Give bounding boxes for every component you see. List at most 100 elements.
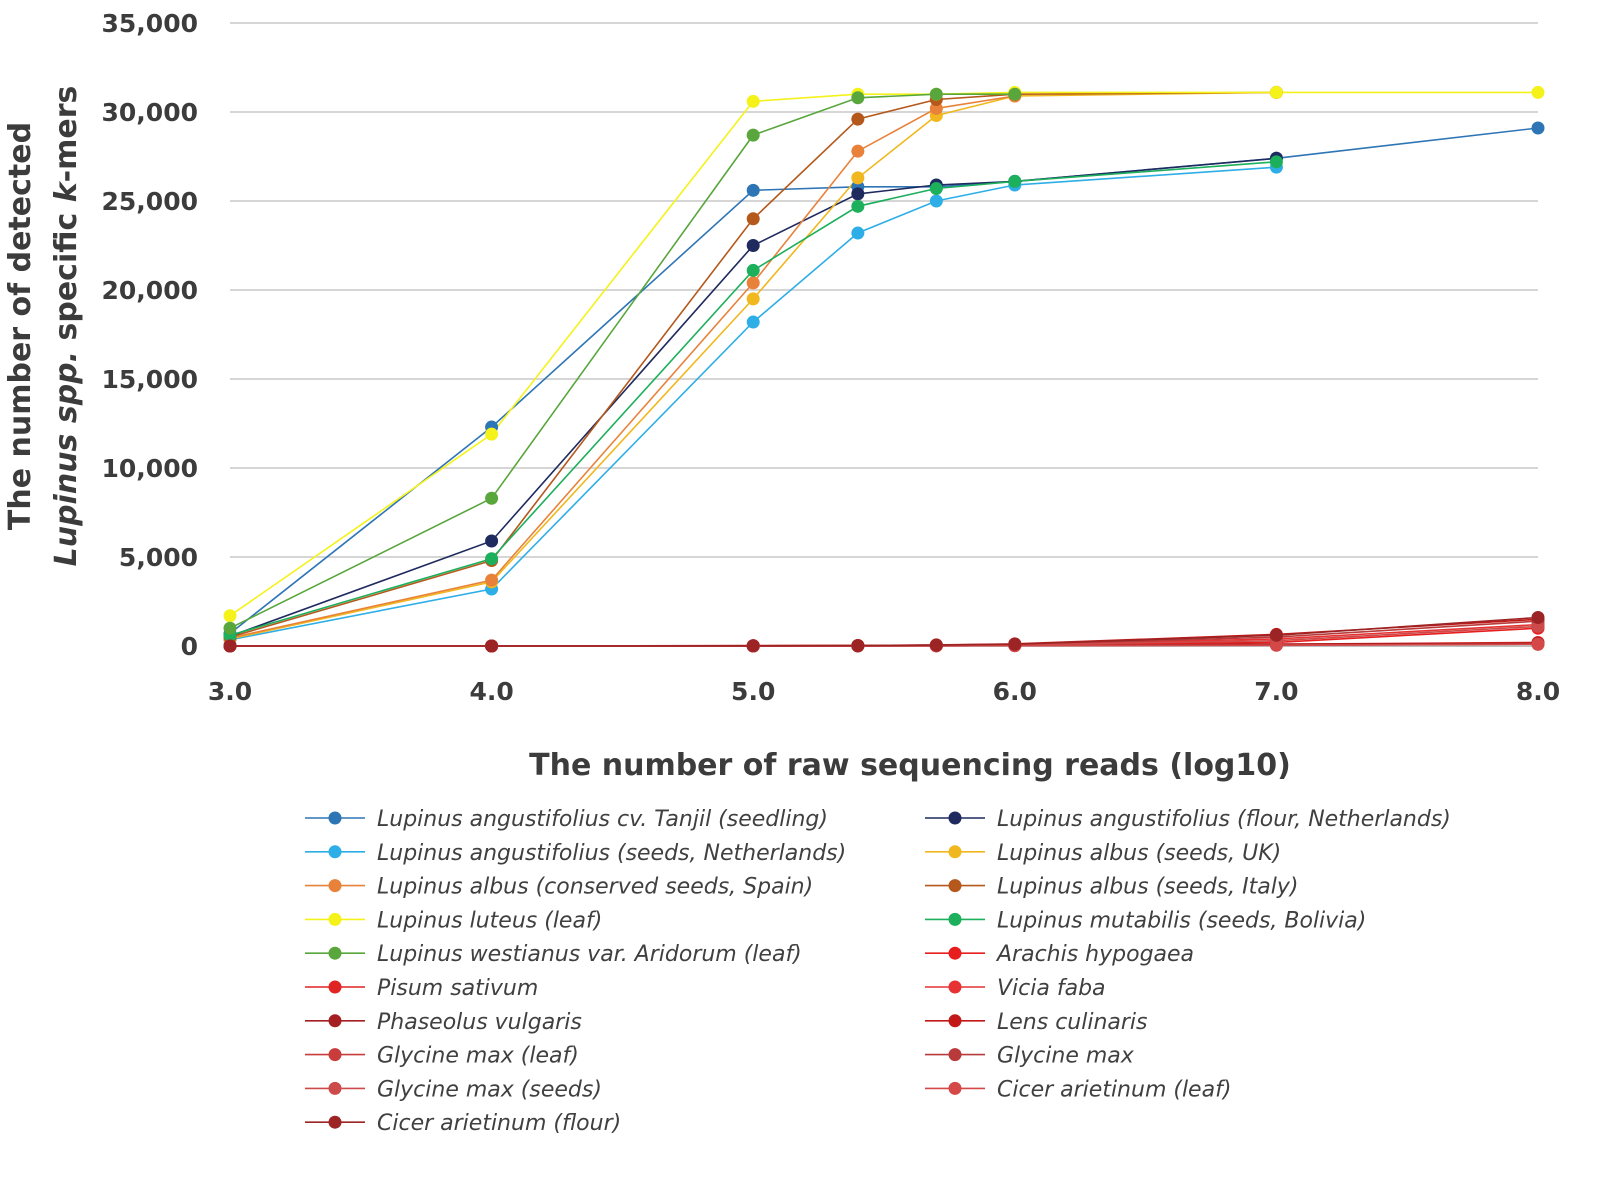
- legend-label: Lupinus angustifolius (seeds, Netherland…: [377, 841, 846, 866]
- series-line: [230, 620, 1539, 647]
- legend-item: Lupinus angustifolius (seeds, Netherland…: [305, 841, 846, 866]
- legend-marker: [948, 1048, 962, 1062]
- legend-label: Lupinus albus (conserved seeds, Spain): [377, 875, 813, 900]
- legend-label: Lupinus luteus (leaf): [377, 908, 602, 933]
- y-tick-label: 10,000: [102, 454, 198, 483]
- data-point: [746, 315, 760, 329]
- legend-item: Phaseolus vulgaris: [305, 1010, 582, 1035]
- data-point: [929, 194, 943, 208]
- data-point: [851, 91, 865, 105]
- legend-marker: [948, 811, 962, 825]
- data-point: [746, 94, 760, 108]
- legend-item: Pisum sativum: [305, 976, 538, 1001]
- data-point: [1531, 619, 1545, 633]
- legend-item: Lupinus albus (conserved seeds, Spain): [305, 875, 813, 900]
- data-point: [929, 182, 943, 196]
- legend-label: Lupinus angustifolius cv. Tanjil (seedli…: [377, 807, 828, 832]
- legend: Lupinus angustifolius cv. Tanjil (seedli…: [305, 807, 1451, 1136]
- series-lines: [229, 91, 1539, 647]
- legend-marker: [948, 980, 962, 994]
- data-point: [1531, 121, 1545, 135]
- legend-marker: [948, 946, 962, 960]
- data-point: [1008, 174, 1022, 188]
- y-axis-label-end: -mers: [49, 86, 84, 183]
- data-point: [1008, 637, 1022, 651]
- y-axis-label-line2: Lupinus spp. specific k-mers: [49, 86, 84, 567]
- legend-label: Arachis hypogaea: [995, 942, 1194, 967]
- data-point: [485, 573, 499, 587]
- data-point: [223, 621, 237, 635]
- data-point: [851, 199, 865, 213]
- legend-item: Lupinus albus (seeds, UK): [925, 841, 1281, 866]
- series-line: [229, 93, 1015, 629]
- legend-marker: [328, 980, 342, 994]
- data-point: [485, 534, 499, 548]
- data-point: [746, 263, 760, 277]
- legend-marker: [948, 1014, 962, 1028]
- y-tick-label: 25,000: [102, 187, 198, 216]
- data-point: [851, 226, 865, 240]
- legend-marker: [948, 912, 962, 926]
- data-point: [1531, 611, 1545, 625]
- legend-label: Cicer arietinum (leaf): [997, 1077, 1231, 1102]
- y-axis-label: The number of detected Lupinus spp. spec…: [3, 86, 84, 567]
- data-point: [223, 609, 237, 623]
- data-point: [851, 171, 865, 185]
- legend-marker: [328, 1081, 342, 1095]
- data-point: [851, 187, 865, 201]
- legend-item: Vicia faba: [925, 976, 1106, 1001]
- legend-item: Lupinus angustifolius (flour, Netherland…: [925, 807, 1451, 832]
- legend-label: Glycine max (seeds): [377, 1077, 602, 1102]
- y-axis-label-line1: The number of detected: [3, 122, 38, 530]
- x-tick-labels: 3.0 4.0 5.0 6.0 7.0 8.0: [208, 677, 1560, 706]
- legend-marker: [328, 879, 342, 893]
- data-point: [485, 427, 499, 441]
- legend-item: Lupinus westianus var. Aridorum (leaf): [305, 942, 802, 967]
- data-point: [1269, 628, 1283, 642]
- legend-marker: [328, 845, 342, 859]
- legend-item: Lupinus albus (seeds, Italy): [925, 875, 1298, 900]
- legend-marker: [948, 879, 962, 893]
- legend-item: Glycine max (seeds): [305, 1077, 602, 1102]
- data-point: [223, 639, 237, 653]
- legend-item: Glycine max (leaf): [305, 1044, 579, 1069]
- data-point: [1269, 85, 1283, 99]
- legend-label: Pisum sativum: [377, 976, 538, 1001]
- gridlines: [230, 22, 1538, 558]
- data-point: [929, 101, 943, 115]
- legend-item: Lupinus luteus (leaf): [305, 908, 602, 933]
- legend-label: Glycine max: [997, 1044, 1135, 1069]
- data-point: [746, 128, 760, 142]
- series-line: [229, 157, 1277, 637]
- y-tick-label: 20,000: [102, 276, 198, 305]
- y-axis-label-k: k: [49, 180, 84, 202]
- series-line: [229, 91, 1538, 617]
- x-tick-label: 7.0: [1254, 677, 1298, 706]
- data-point: [1531, 637, 1545, 651]
- x-tick-label: 6.0: [993, 677, 1037, 706]
- data-point: [929, 638, 943, 652]
- legend-item: Lupinus mutabilis (seeds, Bolivia): [925, 908, 1366, 933]
- data-point: [1531, 85, 1545, 99]
- legend-label: Lupinus albus (seeds, Italy): [997, 875, 1298, 900]
- data-point: [1269, 638, 1283, 652]
- data-point: [851, 144, 865, 158]
- series-line: [230, 623, 1539, 647]
- x-axis-label: The number of raw sequencing reads (log1…: [529, 748, 1291, 783]
- series-line: [229, 95, 1015, 639]
- data-point: [746, 212, 760, 226]
- legend-label: Lens culinaris: [997, 1010, 1148, 1035]
- x-tick-label: 5.0: [731, 677, 775, 706]
- legend-item: Cicer arietinum (leaf): [925, 1077, 1231, 1102]
- legend-label: Lupinus albus (seeds, UK): [997, 841, 1281, 866]
- legend-marker: [948, 845, 962, 859]
- data-point: [929, 87, 943, 101]
- x-tick-label: 3.0: [208, 677, 252, 706]
- data-point: [485, 491, 499, 505]
- legend-marker: [328, 1048, 342, 1062]
- legend-item: Cicer arietinum (flour): [305, 1111, 621, 1136]
- data-point: [746, 292, 760, 306]
- data-point: [1008, 87, 1022, 101]
- legend-marker: [328, 1014, 342, 1028]
